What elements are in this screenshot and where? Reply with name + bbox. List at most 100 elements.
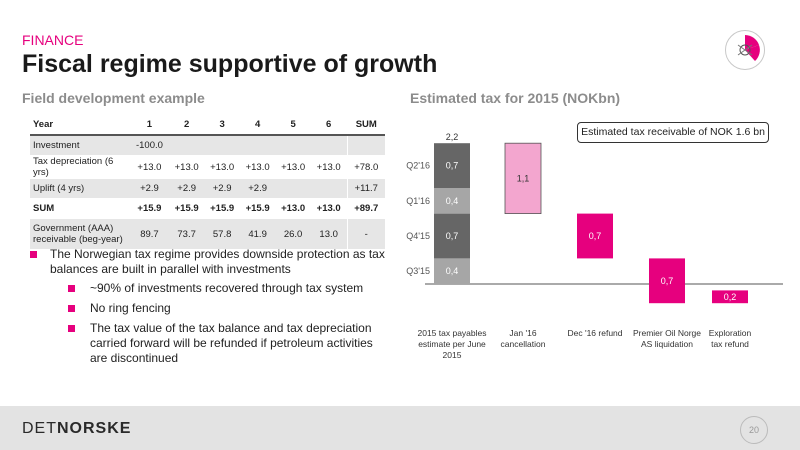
table-cell: +13.0 [130, 155, 169, 179]
step-value-label: 0,2 [724, 292, 737, 302]
table-cell: 57.8 [204, 218, 240, 250]
row-label: Uplift (4 yrs) [30, 178, 130, 199]
table-header-cell: 4 [239, 115, 276, 136]
category-label: Premier Oil Norge [633, 328, 701, 338]
category-label: AS liquidation [641, 339, 693, 349]
row-label: Investment [30, 135, 130, 156]
table-cell [239, 135, 276, 156]
bullet-text: The Norwegian tax regime provides downsi… [50, 247, 385, 276]
table-header-cell: 6 [310, 115, 347, 136]
row-label: Government (AAA) receivable (beg-year) [30, 218, 130, 250]
table-cell: +15.9 [204, 198, 240, 219]
stack-segment-bar [434, 258, 470, 284]
table-cell: +13.0 [275, 198, 311, 219]
bullet-main: The Norwegian tax regime provides downsi… [30, 247, 390, 277]
waterfall-step-bar [649, 258, 685, 304]
table-header-cell: 3 [204, 115, 240, 136]
brand-light: DET [22, 420, 57, 437]
table-cell: 89.7 [130, 218, 169, 250]
bullet-list: The Norwegian tax regime provides downsi… [30, 247, 390, 371]
category-label: tax refund [711, 339, 749, 349]
page-title: Fiscal regime supportive of growth [22, 50, 438, 78]
bullet-square-icon [68, 285, 75, 292]
table-cell: +2.9 [130, 178, 169, 199]
table-header-cell: 1 [130, 115, 169, 136]
category-label: estimate per June [418, 339, 486, 349]
table-cell: +11.7 [346, 178, 385, 199]
tax-receivable-callout: Estimated tax receivable of NOK 1.6 bn [577, 122, 769, 143]
table-cell: +89.7 [346, 198, 385, 219]
table-row: Tax depreciation (6 yrs) +13.0 +13.0 +13.0 +… [30, 155, 385, 179]
row-label: Tax depreciation (6 yrs) [30, 155, 130, 179]
waterfall-step-bar [712, 290, 748, 304]
waterfall-step-bar [504, 142, 542, 215]
table-header-row: Year 1 2 3 4 5 6 SUM [30, 115, 385, 136]
bullet-sub: No ring fencing [68, 301, 390, 316]
table-cell [346, 135, 385, 156]
step-value-label: 1,1 [517, 173, 530, 183]
table-cell [275, 135, 311, 156]
segment-value-label: 0,7 [446, 231, 459, 241]
table-cell: -100.0 [130, 135, 169, 156]
table-cell: - [346, 218, 385, 250]
table-header-cell: Year [30, 115, 130, 136]
bullet-square-icon [68, 305, 75, 312]
row-label: SUM [30, 198, 130, 219]
stack-segment-bar [434, 213, 470, 259]
table-cell: 41.9 [239, 218, 276, 250]
table-cell: +13.0 [310, 155, 347, 179]
segment-value-label: 0,7 [446, 161, 459, 171]
table-cell: +13.0 [310, 198, 347, 219]
bullet-sub: ~90% of investments recovered through ta… [68, 281, 390, 296]
waterfall-step-bar [577, 213, 613, 259]
bullet-text: ~90% of investments recovered through ta… [90, 281, 364, 295]
segment-value-label: 0,4 [446, 196, 459, 206]
step-value-label: 0,7 [589, 231, 602, 241]
bullet-square-icon [30, 251, 37, 258]
table-cell: +15.9 [168, 198, 205, 219]
tax-chart-subtitle: Estimated tax for 2015 (NOKbn) [410, 90, 621, 106]
bullet-text: No ring fencing [90, 301, 171, 315]
stack-segment-bar [434, 143, 470, 188]
bullet-square-icon [68, 325, 75, 332]
brand-bold: NORSKE [57, 420, 132, 437]
field-development-table: Year 1 2 3 4 5 6 SUM Investment -100.0 Tax… [30, 115, 385, 250]
table-cell: +2.9 [168, 178, 205, 199]
table-row: Investment -100.0 [30, 135, 385, 156]
brand-logo: DETNORSKE [22, 420, 131, 438]
section-label: FINANCE [22, 32, 84, 48]
category-label: cancellation [501, 339, 546, 349]
table-header-cell: SUM [346, 115, 385, 136]
bullet-sub: The tax value of the tax balance and tax… [68, 321, 390, 366]
step-value-label: 0,7 [661, 276, 674, 286]
category-label: 2015 tax payables [418, 328, 487, 338]
table-cell [310, 135, 347, 156]
table-row: Government (AAA) receivable (beg-year) 89… [30, 218, 385, 250]
bullet-text: The tax value of the tax balance and tax… [90, 321, 373, 365]
tax-waterfall-chart: 0,4 Q3'15 0,7 Q4'15 0,4 Q1'16 0,7 Q2'16 2,2 1,1 0,… [406, 132, 783, 360]
category-label: Exploration [709, 328, 752, 338]
footer-bar [0, 406, 800, 450]
table-cell [204, 135, 240, 156]
table-header-cell: 5 [275, 115, 311, 136]
segment-period-label: Q1'16 [406, 196, 430, 206]
page-number: 20 [740, 416, 768, 444]
table-cell: +2.9 [204, 178, 240, 199]
table-header-cell: 2 [168, 115, 205, 136]
table-cell [168, 135, 205, 156]
table-cell: 13.0 [310, 218, 347, 250]
table-cell: +13.0 [239, 155, 276, 179]
stack-segment-bar [434, 188, 470, 214]
category-label: Jan '16 [509, 328, 536, 338]
table-cell: 73.7 [168, 218, 205, 250]
segment-period-label: Q2'16 [406, 161, 430, 171]
table-cell: +78.0 [346, 155, 385, 179]
table-cell: +15.9 [239, 198, 276, 219]
table-cell: +13.0 [275, 155, 311, 179]
table-cell [310, 178, 347, 199]
table-cell: +13.0 [204, 155, 240, 179]
table-row: Uplift (4 yrs) +2.9 +2.9 +2.9 +2.9 +11.7 [30, 178, 385, 199]
table-cell [275, 178, 311, 199]
table-cell: 26.0 [275, 218, 311, 250]
segment-value-label: 0,4 [446, 266, 459, 276]
